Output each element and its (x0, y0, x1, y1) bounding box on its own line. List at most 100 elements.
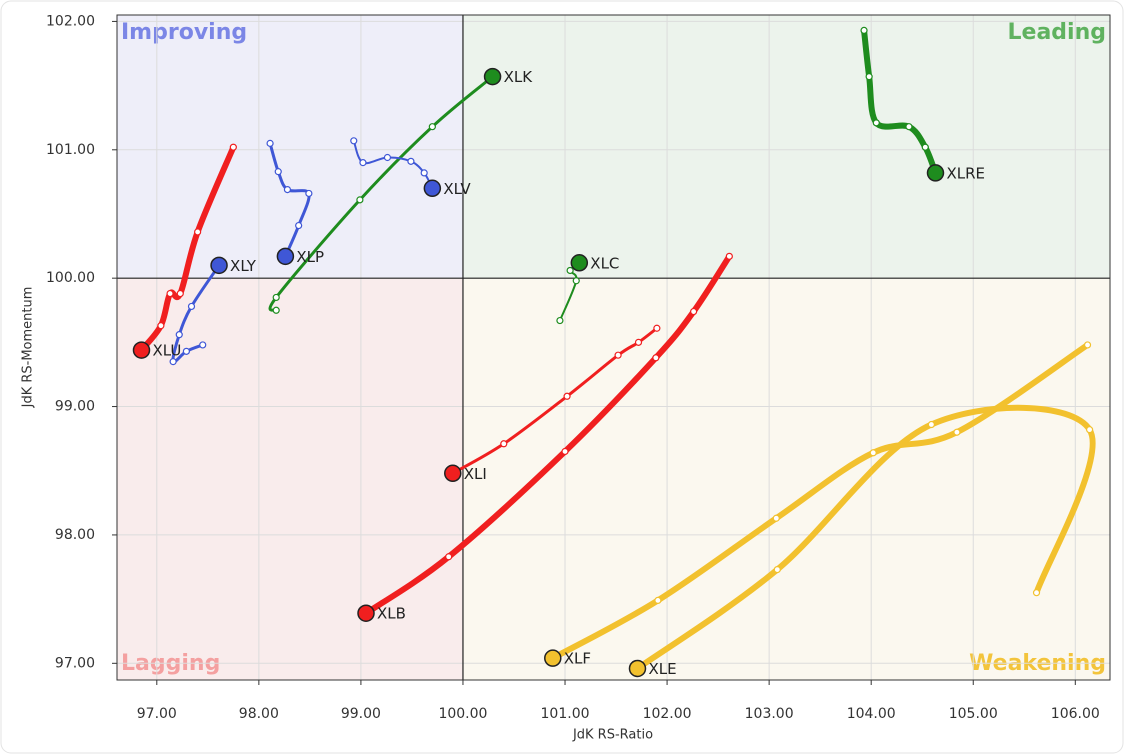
trail-point (229, 143, 237, 151)
trail-point (869, 449, 877, 457)
x-tick-label: 102.00 (643, 706, 692, 722)
head-marker (544, 649, 562, 667)
series-label: XLY (230, 257, 257, 275)
trail-point (905, 123, 913, 131)
trail-point (563, 392, 571, 400)
series-label: XLE (648, 660, 676, 678)
trail-point (556, 316, 564, 325)
trail-point (428, 123, 436, 131)
trail-point (652, 354, 660, 362)
trail-point (266, 139, 274, 147)
head-marker (444, 464, 462, 483)
trail-point (199, 341, 207, 349)
trail-point (350, 137, 358, 145)
trail-point (572, 277, 580, 285)
series-label: XLV (443, 180, 471, 198)
trail-point (157, 322, 165, 330)
trail-point (860, 26, 868, 35)
trail-point (927, 420, 936, 429)
head-marker (628, 659, 647, 678)
trail-point (561, 447, 569, 456)
head-marker (276, 247, 295, 266)
trail-point (772, 514, 780, 522)
y-tick-label: 100.00 (46, 270, 95, 286)
head-marker (926, 164, 945, 182)
trail-point (566, 266, 574, 275)
head-marker (210, 256, 228, 275)
y-tick-label: 102.00 (46, 13, 95, 29)
trail-point (445, 553, 453, 561)
x-tick-label: 105.00 (949, 706, 998, 722)
trail-point (295, 221, 303, 230)
trail-point (634, 338, 643, 346)
trail-point (725, 252, 733, 260)
trail-point (865, 73, 873, 81)
trail-point (614, 351, 622, 359)
series-label: XLU (152, 342, 181, 360)
quadrant-background (462, 15, 1110, 279)
trail-point (166, 289, 174, 298)
trail-point (953, 428, 961, 436)
y-tick-label: 101.00 (46, 142, 95, 158)
x-tick-label: 97.00 (137, 706, 177, 722)
quadrant-background (117, 278, 463, 680)
trail-point (420, 169, 428, 177)
trail-point (1085, 426, 1094, 434)
y-tick-label: 99.00 (55, 399, 95, 415)
quadrant-background (462, 278, 1110, 680)
x-tick-label: 103.00 (745, 706, 794, 722)
trail-point (654, 596, 662, 605)
trail-point (356, 196, 364, 204)
trail-point (272, 306, 280, 314)
trail-point (194, 228, 202, 236)
series-label: XLF (564, 650, 591, 668)
x-tick-label: 100.00 (438, 706, 487, 722)
trail-point (773, 565, 781, 574)
trail-point (169, 358, 177, 366)
trail-point (1032, 589, 1041, 597)
series-label: XLC (590, 254, 619, 272)
trail-point (305, 189, 313, 198)
y-tick-label: 98.00 (55, 527, 95, 543)
trail-point (283, 185, 292, 194)
trail-point (407, 157, 415, 165)
trail-point (872, 119, 880, 127)
head-marker (423, 179, 442, 198)
quadrant-label: Improving (121, 20, 247, 45)
x-tick-label: 98.00 (239, 706, 279, 722)
trail-point (653, 324, 661, 332)
trail-point (272, 293, 280, 302)
quadrant-background (117, 15, 463, 279)
trail-point (383, 153, 392, 162)
trail-point (182, 347, 190, 355)
y-tick-label: 97.00 (55, 655, 95, 671)
trail-line (549, 341, 1091, 662)
trail-point (500, 440, 508, 448)
head-marker (132, 341, 151, 359)
plot-border (116, 14, 1111, 681)
trail-point (690, 307, 698, 316)
y-axis-title: JdK RS-Momentum (21, 287, 36, 409)
head-marker (357, 604, 375, 622)
series-label: XLB (377, 605, 406, 623)
series-label: XLK (504, 68, 534, 86)
trail-point (176, 289, 184, 298)
trail-point (1083, 341, 1092, 349)
head-marker (570, 254, 589, 272)
trail-point (187, 302, 196, 311)
trail-point (274, 168, 282, 176)
series-label: XLP (296, 248, 324, 266)
trail-point (921, 143, 929, 151)
quadrant-label: Leading (1008, 20, 1106, 45)
x-axis-title: JdK RS-Ratio (572, 728, 653, 743)
x-tick-label: 101.00 (541, 706, 590, 722)
trail-point (359, 159, 367, 167)
series-label: XLRE (946, 164, 985, 182)
series-label: XLI (464, 465, 487, 483)
trail-point (175, 331, 183, 339)
head-marker (483, 67, 502, 86)
x-tick-label: 106.00 (1051, 706, 1100, 722)
x-tick-label: 104.00 (847, 706, 896, 722)
x-tick-label: 99.00 (341, 706, 381, 722)
